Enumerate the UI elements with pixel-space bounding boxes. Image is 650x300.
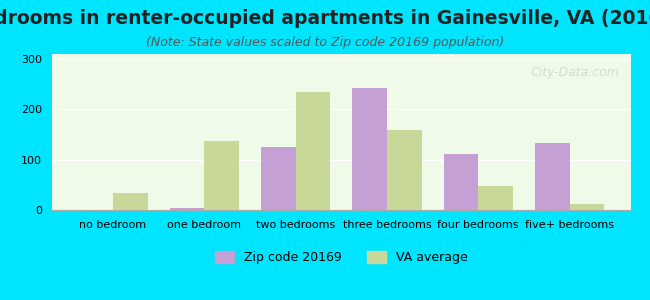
Bar bbox=[569, 205, 604, 210]
Bar bbox=[387, 130, 422, 210]
Bar bbox=[204, 141, 239, 210]
Bar bbox=[535, 143, 569, 210]
Bar bbox=[113, 194, 148, 210]
Bar bbox=[443, 154, 478, 210]
Legend: Zip code 20169, VA average: Zip code 20169, VA average bbox=[210, 246, 473, 269]
Text: (Note: State values scaled to Zip code 20169 population): (Note: State values scaled to Zip code 2… bbox=[146, 36, 504, 49]
Text: City-Data.com: City-Data.com bbox=[530, 67, 619, 80]
Text: Bedrooms in renter-occupied apartments in Gainesville, VA (20169): Bedrooms in renter-occupied apartments i… bbox=[0, 9, 650, 28]
Bar bbox=[261, 147, 296, 210]
Bar bbox=[478, 186, 513, 210]
Bar bbox=[296, 92, 330, 210]
Bar bbox=[352, 88, 387, 210]
Bar bbox=[170, 208, 204, 210]
